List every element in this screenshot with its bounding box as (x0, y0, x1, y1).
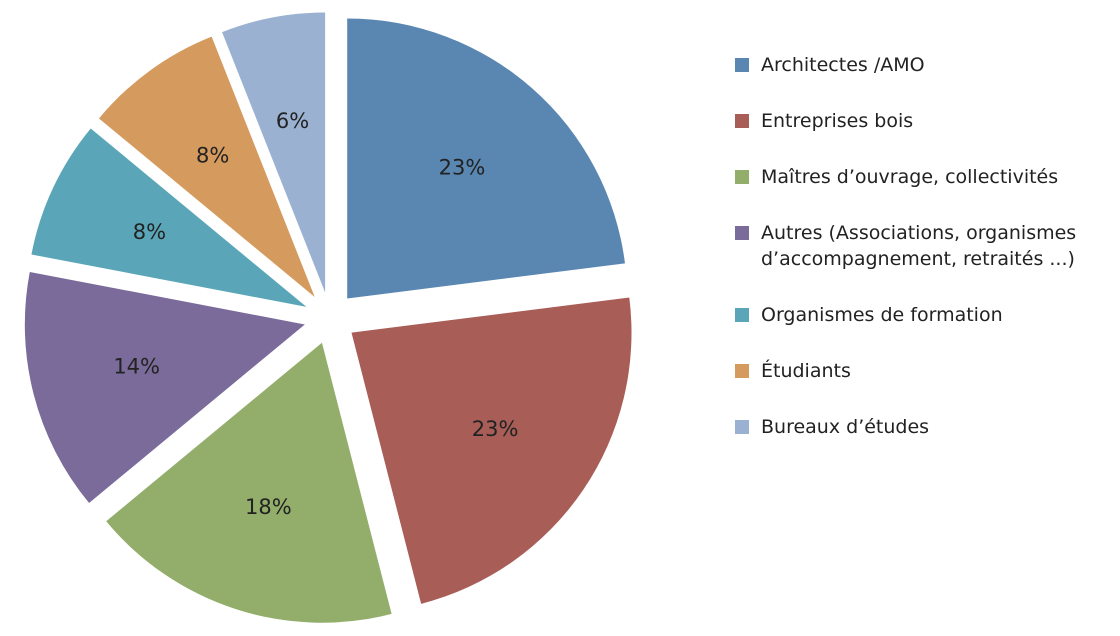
legend: Architectes /AMO Entreprises bois Maîtres … (735, 52, 1115, 470)
slice (347, 18, 625, 299)
legend-item: Architectes /AMO (735, 52, 1115, 78)
legend-label: Organismes de formation (761, 304, 1003, 326)
legend-label: Entreprises bois (761, 110, 914, 132)
data-label: 23% (439, 155, 486, 179)
pie: 23% 23% 18% 14% 8% 8% 6% (24, 12, 632, 623)
slice (106, 342, 392, 623)
legend-item: Autres (Associations, organismes d’accom… (735, 220, 1115, 272)
legend-swatch (735, 308, 749, 322)
legend-item: Organismes de formation (735, 302, 1115, 328)
slice (222, 12, 326, 293)
slice (31, 128, 307, 307)
legend-label: Étudiants (761, 360, 851, 382)
slice (98, 36, 315, 297)
data-label: 8% (133, 220, 166, 244)
legend-label: Autres (Associations, organismes d’accom… (761, 222, 1077, 270)
legend-label: Maîtres d’ouvrage, collectivités (761, 166, 1059, 188)
data-label: 14% (113, 355, 160, 379)
data-label: 8% (196, 144, 229, 168)
legend-item: Étudiants (735, 358, 1115, 384)
slice (24, 271, 305, 503)
legend-item: Bureaux d’études (735, 414, 1115, 440)
data-label: 18% (245, 495, 292, 519)
legend-swatch (735, 226, 749, 240)
slice (351, 297, 632, 604)
legend-swatch (735, 420, 749, 434)
legend-swatch (735, 170, 749, 184)
data-label: 23% (472, 417, 519, 441)
legend-label: Bureaux d’études (761, 416, 930, 438)
legend-item: Maîtres d’ouvrage, collectivités (735, 164, 1115, 190)
legend-swatch (735, 114, 749, 128)
legend-item: Entreprises bois (735, 108, 1115, 134)
data-label: 6% (276, 109, 309, 133)
legend-swatch (735, 364, 749, 378)
legend-label: Architectes /AMO (761, 54, 925, 76)
legend-swatch (735, 58, 749, 72)
